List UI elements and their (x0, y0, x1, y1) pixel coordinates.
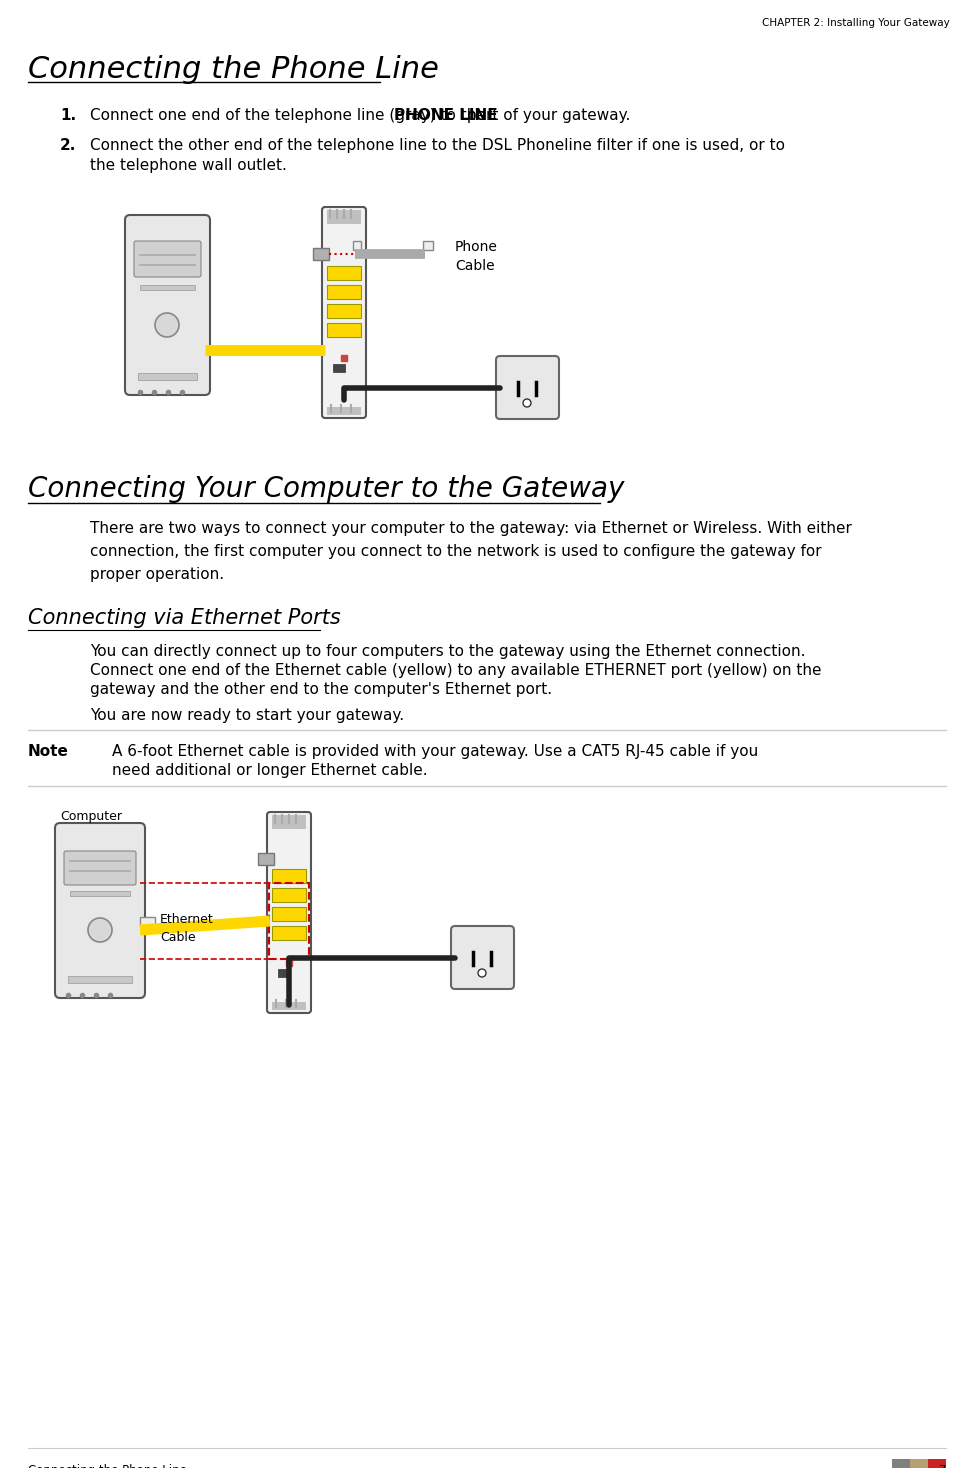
FancyBboxPatch shape (125, 214, 210, 395)
Text: Computer: Computer (60, 810, 122, 824)
Text: Note: Note (28, 744, 69, 759)
Bar (70, 891, 130, 895)
FancyBboxPatch shape (496, 357, 559, 418)
Text: gateway and the other end to the computer's Ethernet port.: gateway and the other end to the compute… (90, 683, 552, 697)
Bar (269, 882, 309, 959)
Bar (327, 304, 361, 319)
Bar (892, 1459, 910, 1468)
Bar (327, 285, 361, 299)
Bar (327, 210, 361, 225)
FancyBboxPatch shape (451, 926, 514, 989)
Text: 1.: 1. (60, 109, 76, 123)
Bar (353, 241, 361, 250)
Bar (928, 1459, 946, 1468)
Bar (140, 285, 195, 291)
Text: PHONE LINE: PHONE LINE (394, 109, 498, 123)
FancyBboxPatch shape (55, 824, 145, 998)
Circle shape (155, 313, 179, 338)
Text: You can directly connect up to four computers to the gateway using the Ethernet : You can directly connect up to four comp… (90, 644, 805, 659)
Text: Connect the other end of the telephone line to the DSL Phoneline filter if one i: Connect the other end of the telephone l… (90, 138, 785, 153)
Bar (278, 969, 290, 978)
Bar (327, 266, 361, 280)
Bar (272, 815, 306, 829)
Bar (910, 1459, 928, 1468)
Bar (333, 364, 345, 371)
Text: 7: 7 (939, 1464, 946, 1468)
FancyBboxPatch shape (64, 851, 136, 885)
Bar (327, 323, 361, 338)
FancyBboxPatch shape (322, 207, 366, 418)
Text: Connecting via Ethernet Ports: Connecting via Ethernet Ports (28, 608, 341, 628)
Text: the telephone wall outlet.: the telephone wall outlet. (90, 159, 287, 173)
Circle shape (478, 969, 486, 978)
Text: port of your gateway.: port of your gateway. (463, 109, 630, 123)
Bar (327, 407, 361, 415)
Bar (140, 918, 155, 926)
FancyBboxPatch shape (134, 241, 201, 277)
Text: Connecting the Phone Line: Connecting the Phone Line (28, 1464, 187, 1468)
Text: CHAPTER 2: Installing Your Gateway: CHAPTER 2: Installing Your Gateway (763, 18, 950, 28)
Text: Connecting the Phone Line: Connecting the Phone Line (28, 54, 439, 84)
Bar (272, 888, 306, 901)
Text: Connect one end of the telephone line (gray) to the: Connect one end of the telephone line (g… (90, 109, 491, 123)
Text: Phone
Cable: Phone Cable (455, 239, 498, 273)
Text: There are two ways to connect your computer to the gateway: via Ethernet or Wire: There are two ways to connect your compu… (90, 521, 852, 581)
Bar (423, 241, 433, 250)
Text: A 6-foot Ethernet cable is provided with your gateway. Use a CAT5 RJ-45 cable if: A 6-foot Ethernet cable is provided with… (112, 744, 758, 759)
Text: You are now ready to start your gateway.: You are now ready to start your gateway. (90, 708, 404, 724)
Bar (272, 1003, 306, 1010)
Text: need additional or longer Ethernet cable.: need additional or longer Ethernet cable… (112, 763, 428, 778)
Text: Connect one end of the Ethernet cable (yellow) to any available ETHERNET port (y: Connect one end of the Ethernet cable (y… (90, 664, 821, 678)
Bar (138, 373, 197, 380)
Bar (272, 926, 306, 940)
Text: Connecting Your Computer to the Gateway: Connecting Your Computer to the Gateway (28, 476, 624, 504)
Bar (272, 907, 306, 920)
Bar (272, 869, 306, 882)
Text: 2.: 2. (60, 138, 76, 153)
Circle shape (523, 399, 531, 407)
Bar (258, 853, 274, 865)
Circle shape (88, 918, 112, 942)
Bar (313, 248, 329, 260)
Text: Ethernet
Cable: Ethernet Cable (160, 913, 213, 944)
FancyBboxPatch shape (267, 812, 311, 1013)
Bar (68, 976, 132, 984)
